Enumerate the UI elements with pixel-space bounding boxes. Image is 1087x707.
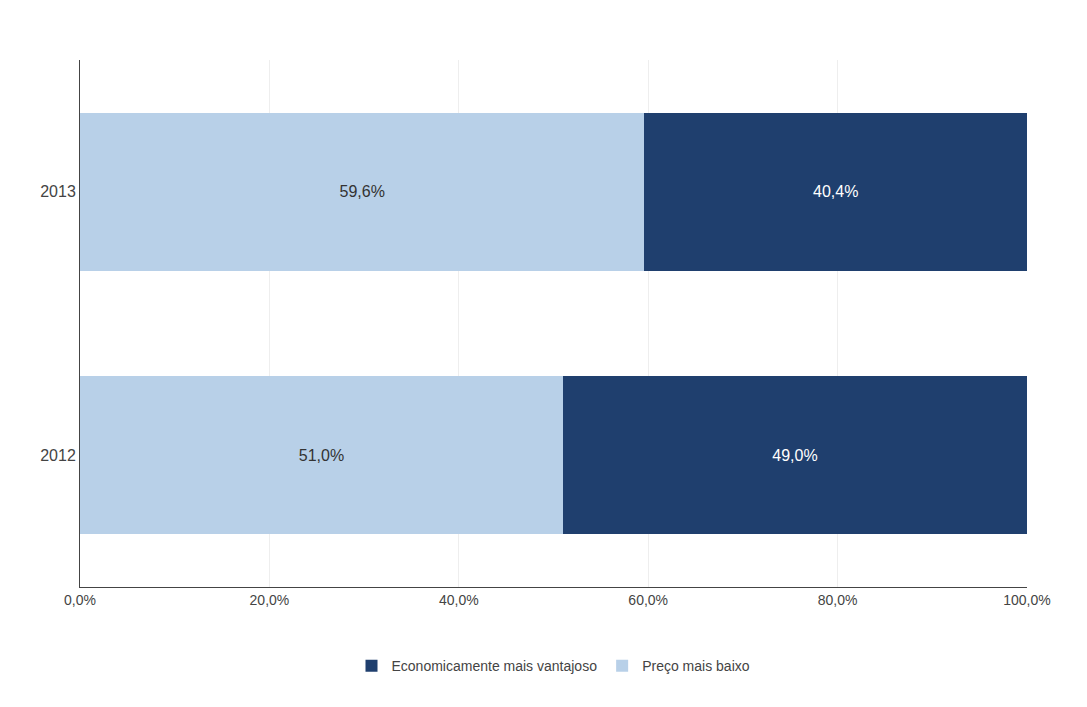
svg-text:80,0%: 80,0%	[818, 592, 858, 608]
svg-text:51,0%: 51,0%	[299, 447, 344, 464]
svg-text:2012: 2012	[40, 447, 76, 464]
svg-text:20,0%: 20,0%	[250, 592, 290, 608]
svg-text:2013: 2013	[40, 183, 76, 200]
svg-text:100,0%: 100,0%	[1003, 592, 1050, 608]
svg-text:Preço mais baixo: Preço mais baixo	[642, 658, 750, 674]
svg-text:60,0%: 60,0%	[628, 592, 668, 608]
svg-text:40,0%: 40,0%	[439, 592, 479, 608]
svg-text:49,0%: 49,0%	[772, 447, 817, 464]
svg-text:Economicamente mais vantajoso: Economicamente mais vantajoso	[392, 658, 598, 674]
svg-text:59,6%: 59,6%	[340, 183, 385, 200]
svg-text:40,4%: 40,4%	[813, 183, 858, 200]
svg-text:0,0%: 0,0%	[64, 592, 96, 608]
